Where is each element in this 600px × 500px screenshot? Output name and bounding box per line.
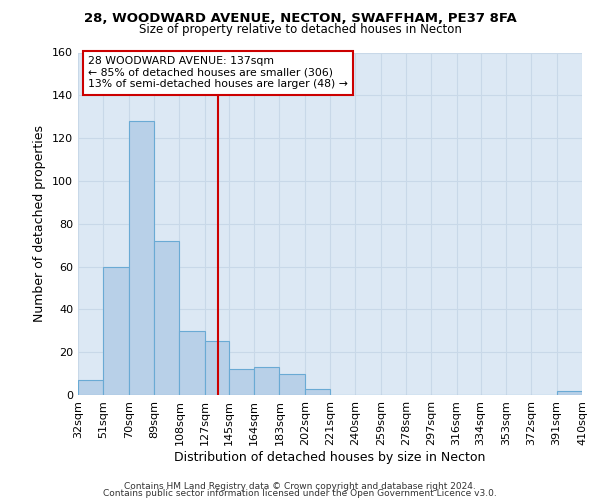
Text: 28, WOODWARD AVENUE, NECTON, SWAFFHAM, PE37 8FA: 28, WOODWARD AVENUE, NECTON, SWAFFHAM, P… (83, 12, 517, 26)
Text: Size of property relative to detached houses in Necton: Size of property relative to detached ho… (139, 22, 461, 36)
Bar (557, 390, 582, 395)
X-axis label: Distribution of detached houses by size in Necton: Distribution of detached houses by size … (175, 450, 485, 464)
Text: 28 WOODWARD AVENUE: 137sqm
← 85% of detached houses are smaller (306)
13% of sem: 28 WOODWARD AVENUE: 137sqm ← 85% of deta… (88, 56, 348, 89)
Bar (280, 374, 305, 395)
Bar (179, 331, 205, 395)
Bar (154, 241, 179, 395)
Bar (78, 380, 103, 395)
Bar (229, 370, 254, 395)
Bar (254, 367, 280, 395)
Text: Contains public sector information licensed under the Open Government Licence v3: Contains public sector information licen… (103, 490, 497, 498)
Y-axis label: Number of detached properties: Number of detached properties (34, 125, 46, 322)
Bar (128, 121, 154, 395)
Bar (205, 342, 229, 395)
Bar (305, 388, 330, 395)
Text: Contains HM Land Registry data © Crown copyright and database right 2024.: Contains HM Land Registry data © Crown c… (124, 482, 476, 491)
Bar (103, 266, 128, 395)
